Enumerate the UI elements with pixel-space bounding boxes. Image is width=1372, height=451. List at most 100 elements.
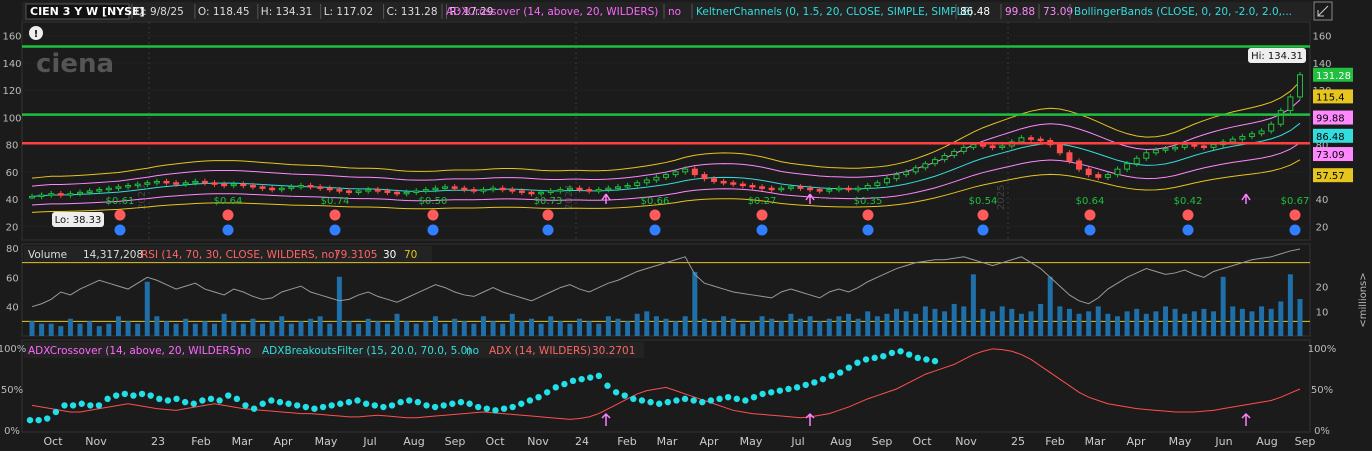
adx-breakout-dot[interactable]: [328, 402, 335, 409]
volume-bar[interactable]: [1278, 301, 1284, 336]
candle-body[interactable]: [883, 178, 890, 184]
adx-breakout-dot[interactable]: [664, 398, 672, 406]
volume-bar[interactable]: [942, 311, 948, 336]
adx-breakout-dot[interactable]: [561, 380, 568, 388]
volume-bar[interactable]: [317, 316, 323, 336]
adx-breakout-dot[interactable]: [828, 372, 835, 380]
volume-bar[interactable]: [701, 318, 707, 336]
volume-bar[interactable]: [288, 323, 294, 336]
volume-bar[interactable]: [913, 313, 919, 336]
candle-body[interactable]: [672, 171, 679, 176]
adx-breakout-dot[interactable]: [423, 402, 430, 409]
earnings-icon[interactable]: [222, 224, 234, 236]
candle-body[interactable]: [1028, 137, 1035, 140]
candle-body[interactable]: [874, 182, 881, 186]
volume-bar[interactable]: [932, 308, 938, 336]
volume-bar[interactable]: [1163, 306, 1169, 336]
candle-body[interactable]: [163, 180, 170, 184]
volume-bar[interactable]: [865, 311, 871, 336]
adx-breakout-dot[interactable]: [923, 356, 930, 363]
candle-body[interactable]: [490, 187, 497, 191]
earnings-icon[interactable]: [1289, 224, 1301, 236]
adx-breakout-dot[interactable]: [371, 402, 378, 409]
volume-bar[interactable]: [740, 323, 746, 336]
candle-body[interactable]: [1258, 130, 1265, 135]
candle-body[interactable]: [1248, 133, 1255, 137]
volume-bar[interactable]: [471, 323, 477, 336]
candle-body[interactable]: [787, 186, 794, 189]
adx-breakout-dot[interactable]: [302, 403, 310, 411]
candle-body[interactable]: [144, 182, 151, 185]
candle-body[interactable]: [1143, 152, 1150, 159]
candle-body[interactable]: [797, 186, 804, 189]
candle-body[interactable]: [1287, 96, 1294, 112]
adx-breakout-dot[interactable]: [716, 395, 723, 403]
candle-body[interactable]: [691, 168, 698, 176]
candle-body[interactable]: [134, 183, 141, 187]
candle-body[interactable]: [269, 187, 276, 191]
candle-body[interactable]: [768, 187, 775, 191]
candle-body[interactable]: [566, 187, 573, 191]
volume-bar[interactable]: [1287, 274, 1293, 336]
volume-bar[interactable]: [1114, 316, 1120, 336]
candle-body[interactable]: [1114, 168, 1121, 176]
candle-body[interactable]: [1181, 144, 1188, 148]
adx-breakout-dot[interactable]: [181, 398, 189, 406]
adx-breakout-dot[interactable]: [750, 394, 758, 401]
volume-bar[interactable]: [269, 321, 275, 336]
adx-breakout-dot[interactable]: [733, 395, 740, 403]
candle-body[interactable]: [125, 185, 132, 188]
candle-body[interactable]: [1104, 174, 1111, 178]
candle-body[interactable]: [855, 187, 862, 191]
earnings-icon[interactable]: [114, 224, 126, 236]
candle-body[interactable]: [903, 171, 910, 176]
candle-body[interactable]: [1124, 163, 1131, 170]
volume-bar[interactable]: [500, 323, 506, 336]
candle-body[interactable]: [394, 191, 401, 195]
adx-breakout-dot[interactable]: [431, 403, 439, 411]
adx-breakout-dot[interactable]: [466, 400, 473, 407]
volume-bar[interactable]: [1201, 308, 1207, 336]
volume-bar[interactable]: [605, 316, 611, 336]
adx-breakout-dot[interactable]: [362, 400, 370, 407]
candle-body[interactable]: [720, 180, 727, 184]
candle-body[interactable]: [297, 185, 304, 188]
candle-body[interactable]: [1056, 144, 1063, 154]
adx-breakout-dot[interactable]: [699, 398, 706, 406]
volume-bar[interactable]: [1182, 313, 1188, 336]
candle-body[interactable]: [288, 186, 295, 189]
volume-bar[interactable]: [163, 321, 169, 336]
adx-breakout-dot[interactable]: [492, 407, 499, 414]
adx-breakout-dot[interactable]: [285, 400, 292, 407]
dividend-icon[interactable]: [1182, 209, 1194, 221]
adx-breakout-dot[interactable]: [578, 375, 585, 383]
candle-body[interactable]: [711, 178, 718, 182]
candle-body[interactable]: [1037, 138, 1044, 142]
dividend-icon[interactable]: [329, 209, 341, 221]
adx-breakout-dot[interactable]: [225, 392, 232, 399]
volume-bar[interactable]: [682, 316, 688, 336]
volume-bar[interactable]: [846, 313, 852, 336]
earnings-icon[interactable]: [542, 224, 554, 236]
candle-body[interactable]: [701, 174, 708, 180]
dividend-icon[interactable]: [1289, 209, 1301, 221]
adx-breakout-dot[interactable]: [216, 397, 223, 404]
volume-bar[interactable]: [990, 311, 996, 336]
volume-bar[interactable]: [67, 318, 73, 336]
volume-bar[interactable]: [442, 323, 448, 336]
adx-breakout-dot[interactable]: [509, 403, 516, 411]
candle-body[interactable]: [518, 190, 525, 193]
candle-body[interactable]: [470, 189, 477, 192]
adx-breakout-dot[interactable]: [836, 369, 844, 376]
volume-bar[interactable]: [413, 323, 419, 336]
candle-body[interactable]: [1297, 74, 1303, 98]
earnings-icon[interactable]: [1084, 224, 1096, 236]
candle-body[interactable]: [1095, 174, 1102, 178]
volume-bar[interactable]: [529, 318, 535, 336]
volume-bar[interactable]: [1172, 308, 1178, 336]
volume-bar[interactable]: [173, 323, 179, 336]
volume-bar[interactable]: [759, 316, 765, 336]
volume-bar[interactable]: [308, 318, 314, 336]
volume-bar[interactable]: [778, 321, 784, 336]
candle-body[interactable]: [57, 193, 64, 196]
